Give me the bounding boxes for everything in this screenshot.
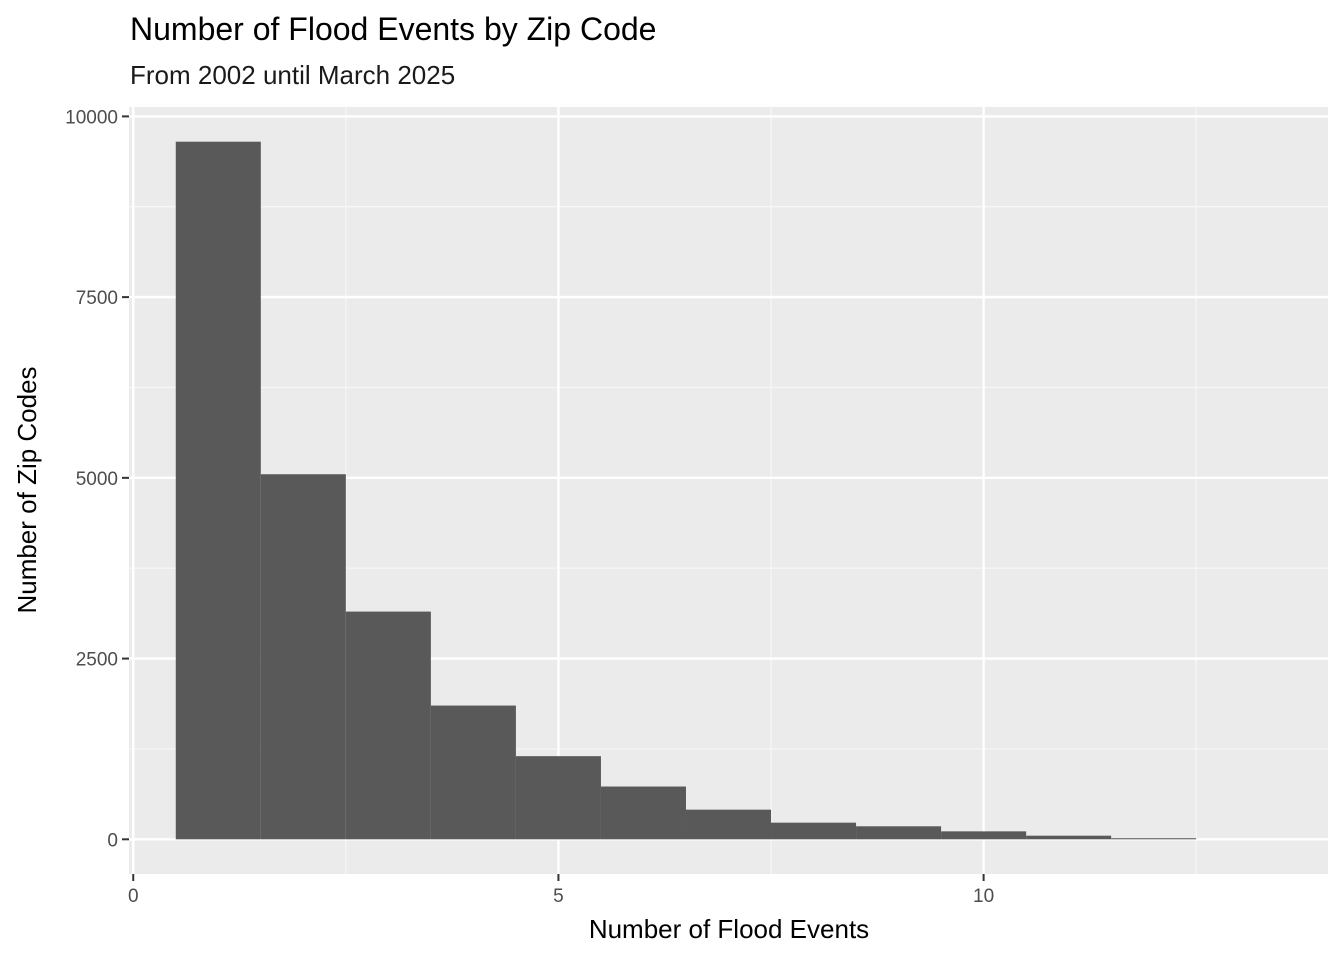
histogram-bar [771,822,857,840]
x-tick-label: 10 [973,886,994,907]
y-tick-label: 0 [107,830,118,851]
histogram-bar [430,705,516,840]
histogram-bar [1026,835,1112,840]
chart-subtitle: From 2002 until March 2025 [130,60,455,90]
histogram-bar [175,141,261,840]
histogram-bar [856,826,942,840]
histogram-bar [345,611,431,840]
y-tick-label: 5000 [76,469,118,490]
histogram-bar [1111,838,1197,840]
x-axis: 0 5 10 [128,874,994,907]
x-tick-label: 0 [128,886,139,907]
histogram-bar [941,831,1027,840]
histogram-bar [260,474,346,840]
histogram-bars [175,141,1197,840]
histogram-bar [515,756,601,840]
y-axis-title: Number of Zip Codes [12,366,42,613]
x-axis-title: Number of Flood Events [589,914,869,944]
y-axis: 0 2500 5000 7500 10000 [65,107,129,851]
histogram-bar [685,809,772,840]
y-tick-label: 10000 [65,107,118,128]
y-tick-label: 2500 [76,650,118,671]
y-tick-label: 7500 [76,288,118,309]
chart-title: Number of Flood Events by Zip Code [130,11,656,47]
x-tick-label: 5 [553,886,564,907]
histogram-bar [600,786,686,840]
